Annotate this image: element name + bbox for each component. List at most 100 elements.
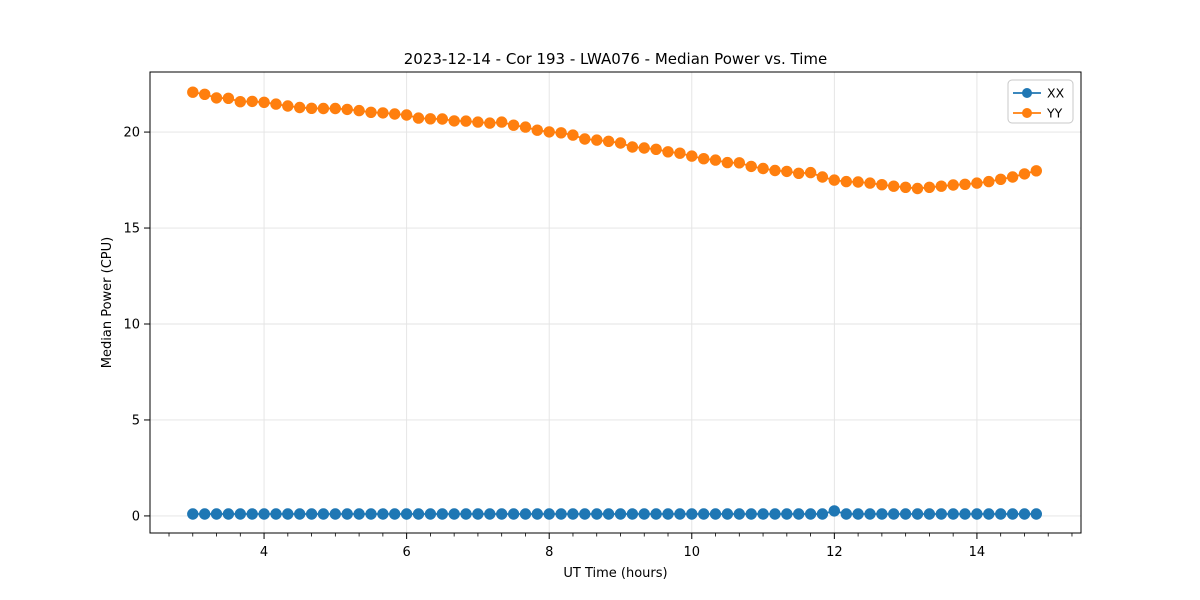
data-point-XX [1006,508,1019,520]
data-point-YY [270,98,282,110]
data-series [187,86,1043,520]
data-point-XX [757,508,769,520]
data-point-XX [995,508,1007,520]
y-axis-label: Median Power (CPU) [100,237,115,368]
data-point-XX [353,508,365,520]
data-point-XX [424,508,437,520]
legend-marker-yy [1022,108,1032,118]
data-point-XX [579,508,591,520]
data-point-XX [389,508,401,520]
data-point-YY [840,175,852,188]
data-point-YY [899,181,912,193]
data-point-YY [365,106,377,119]
data-point-XX [709,508,722,520]
grid-lines [150,72,1081,533]
data-point-YY [816,171,829,183]
data-point-YY [745,160,757,173]
data-point-YY [686,150,698,162]
data-point-XX [460,508,472,520]
data-point-YY [709,154,722,166]
data-point-YY [258,96,270,109]
data-point-YY [579,133,591,145]
data-point-XX [282,508,294,520]
data-point-YY [864,177,876,189]
data-point-XX [519,508,532,520]
data-point-XX [935,508,947,520]
data-point-YY [781,165,793,178]
data-point-YY [626,141,639,153]
y-axis-ticks: 0 5 10 15 20 [123,126,150,524]
data-point-YY [305,102,318,115]
data-point-XX [769,508,781,520]
data-point-YY [543,126,555,138]
data-point-YY [187,86,199,98]
data-point-XX [317,508,330,520]
data-point-YY [472,116,484,128]
data-point-XX [959,508,971,520]
data-point-YY [674,147,686,159]
data-point-YY [721,156,734,169]
data-point-XX [864,508,876,520]
data-point-XX [555,508,567,520]
data-point-XX [626,508,639,520]
data-point-YY [436,113,448,125]
x-tick-label: 10 [684,545,701,560]
data-point-YY [531,124,543,136]
data-point-XX [377,508,389,520]
x-tick-label: 12 [826,545,843,560]
data-point-YY [377,107,389,119]
data-point-XX [781,508,793,520]
data-point-YY [733,157,745,169]
data-point-YY [602,135,615,147]
x-axis-label: UT Time (hours) [563,566,667,581]
data-point-YY [1030,165,1043,177]
data-point-XX [448,508,460,520]
data-point-YY [1006,171,1019,183]
data-point-YY [567,129,579,141]
data-point-XX [234,508,246,520]
data-point-YY [804,166,817,179]
data-point-YY [389,108,401,120]
data-point-XX [329,508,341,520]
data-point-XX [412,508,425,520]
data-point-YY [911,182,924,195]
data-point-XX [745,508,757,520]
data-point-XX [971,508,983,520]
data-point-XX [210,508,223,520]
y-tick-label: 5 [132,413,140,428]
data-point-YY [294,101,306,114]
chart-title: 2023-12-14 - Cor 193 - LWA076 - Median P… [404,50,828,68]
data-point-XX [1018,508,1031,520]
y-tick-label: 10 [123,317,140,332]
data-point-YY [757,162,769,175]
data-point-XX [804,508,817,520]
data-point-XX [840,508,852,520]
data-point-XX [543,508,555,520]
data-point-XX [852,508,864,520]
data-point-XX [888,508,900,520]
data-point-YY [317,102,330,115]
data-point-YY [555,127,567,139]
data-point-XX [305,508,318,520]
data-point-XX [650,508,662,520]
legend: XX YY [1007,79,1074,124]
data-point-YY [1018,168,1031,180]
series-YY [187,86,1043,195]
data-point-YY [971,177,983,189]
data-point-XX [222,508,235,520]
data-point-XX [721,508,734,520]
data-point-YY [496,116,508,128]
data-point-XX [472,508,484,520]
data-point-YY [484,117,496,129]
data-point-YY [412,112,425,124]
data-point-YY [210,92,223,104]
data-point-XX [567,508,579,520]
data-point-XX [507,508,520,520]
data-point-YY [959,178,971,190]
data-point-XX [270,508,282,520]
data-point-XX [816,508,829,520]
data-point-YY [246,95,258,108]
data-point-XX [199,508,211,520]
data-point-YY [424,113,437,125]
